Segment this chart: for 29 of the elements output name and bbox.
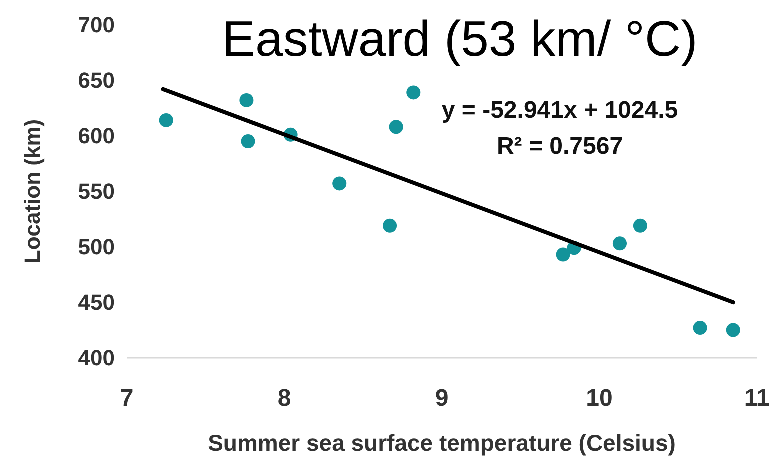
- y-tick-label: 500: [78, 234, 115, 260]
- y-tick-label: 450: [78, 290, 115, 316]
- x-axis-title: Summer sea surface temperature (Celsius): [208, 430, 676, 456]
- point: [612, 236, 627, 251]
- point: [332, 176, 347, 191]
- point: [159, 113, 174, 128]
- point: [556, 248, 570, 262]
- x-tick-label: 9: [435, 385, 449, 412]
- y-tick-label: 700: [78, 12, 115, 38]
- annotation: y = -52.941x + 1024.5: [442, 97, 678, 124]
- point: [693, 321, 708, 336]
- y-tick-label: 600: [78, 124, 115, 149]
- point: [389, 120, 404, 134]
- point: [240, 93, 254, 108]
- point: [633, 218, 648, 233]
- x-tick-label: 7: [120, 385, 134, 412]
- point: [241, 134, 256, 149]
- y-axis-title: Location (km): [20, 119, 45, 264]
- point: [383, 218, 398, 233]
- y-tick-label: 400: [78, 346, 115, 371]
- y-tick-label: 550: [78, 179, 115, 204]
- chart-title: Eastward (53 km/ °C): [222, 11, 698, 67]
- point: [406, 86, 421, 100]
- y-tick-label: 650: [78, 68, 115, 94]
- x-tick-label: 10: [586, 385, 613, 412]
- x-tick-label: 11: [744, 385, 770, 412]
- x-tick-label: 8: [278, 385, 292, 412]
- annotation: R² = 0.7567: [496, 133, 624, 160]
- point: [726, 323, 740, 338]
